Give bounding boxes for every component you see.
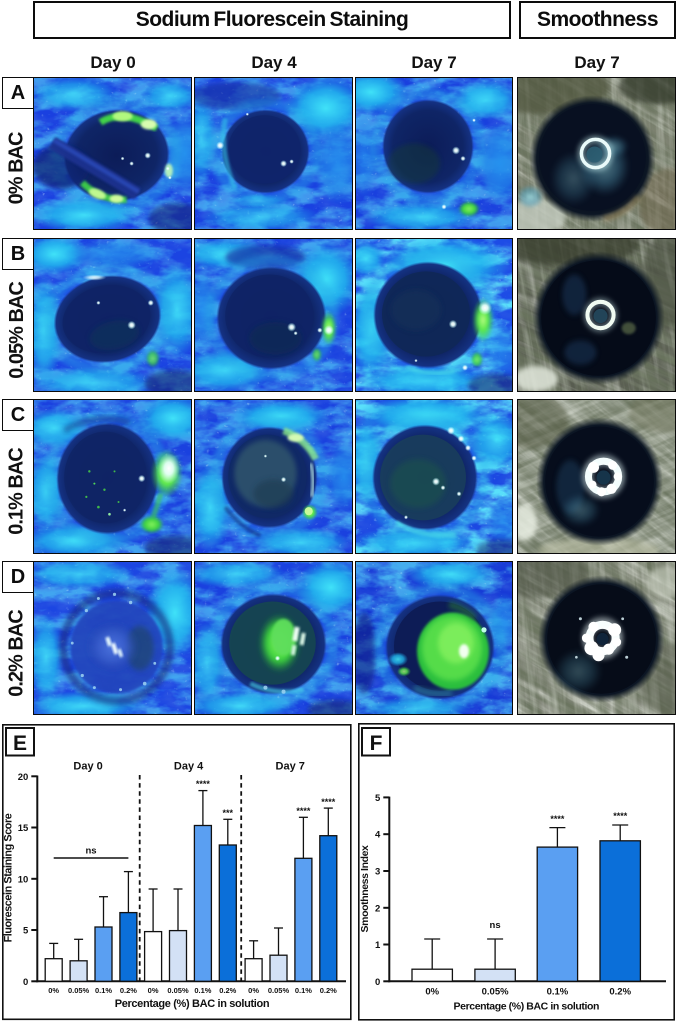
svg-text:0.2%: 0.2% bbox=[609, 986, 631, 997]
svg-text:0.1%: 0.1% bbox=[194, 986, 211, 995]
svg-text:Fluorescein Staining Score: Fluorescein Staining Score bbox=[3, 813, 15, 942]
svg-text:1: 1 bbox=[375, 940, 381, 951]
svg-text:2: 2 bbox=[375, 903, 380, 914]
svg-text:15: 15 bbox=[18, 823, 29, 834]
svg-text:ns: ns bbox=[85, 846, 96, 857]
svg-text:10: 10 bbox=[18, 874, 29, 885]
svg-text:0%: 0% bbox=[248, 986, 259, 995]
svg-text:0.2%: 0.2% bbox=[120, 986, 137, 995]
svg-text:****: **** bbox=[550, 814, 565, 824]
svg-text:4: 4 bbox=[375, 830, 381, 841]
svg-text:Percentage (%) BAC in solution: Percentage (%) BAC in solution bbox=[115, 998, 270, 1010]
svg-text:****: **** bbox=[196, 779, 211, 789]
svg-text:****: **** bbox=[296, 806, 311, 816]
svg-text:5: 5 bbox=[375, 793, 381, 804]
svg-text:0.1%: 0.1% bbox=[295, 986, 312, 995]
svg-text:Day 4: Day 4 bbox=[174, 761, 204, 773]
svg-text:0.05%: 0.05% bbox=[68, 986, 90, 995]
svg-text:****: **** bbox=[321, 797, 336, 807]
svg-text:0: 0 bbox=[23, 977, 28, 988]
svg-text:ns: ns bbox=[490, 920, 501, 931]
svg-text:Smoothness Index: Smoothness Index bbox=[359, 845, 371, 933]
svg-text:***: *** bbox=[223, 808, 234, 818]
svg-text:Day 7: Day 7 bbox=[276, 761, 305, 773]
svg-text:Percentage (%) BAC in solution: Percentage (%) BAC in solution bbox=[454, 1001, 600, 1013]
svg-text:0%: 0% bbox=[48, 986, 59, 995]
svg-text:0%: 0% bbox=[425, 986, 439, 997]
svg-text:20: 20 bbox=[18, 772, 29, 783]
svg-text:3: 3 bbox=[375, 867, 380, 878]
svg-text:F: F bbox=[370, 732, 383, 755]
svg-text:0%: 0% bbox=[148, 986, 159, 995]
svg-text:****: **** bbox=[613, 811, 628, 821]
svg-text:0.2%: 0.2% bbox=[320, 986, 337, 995]
svg-text:Day 0: Day 0 bbox=[73, 761, 102, 773]
svg-text:0.1%: 0.1% bbox=[95, 986, 112, 995]
svg-text:0.05%: 0.05% bbox=[268, 986, 290, 995]
svg-text:0.05%: 0.05% bbox=[482, 986, 509, 997]
svg-text:0.2%: 0.2% bbox=[219, 986, 236, 995]
svg-text:0.05%: 0.05% bbox=[167, 986, 189, 995]
svg-text:0.1%: 0.1% bbox=[547, 986, 569, 997]
svg-text:0: 0 bbox=[375, 977, 380, 988]
svg-text:5: 5 bbox=[23, 926, 29, 937]
svg-text:E: E bbox=[13, 732, 27, 755]
